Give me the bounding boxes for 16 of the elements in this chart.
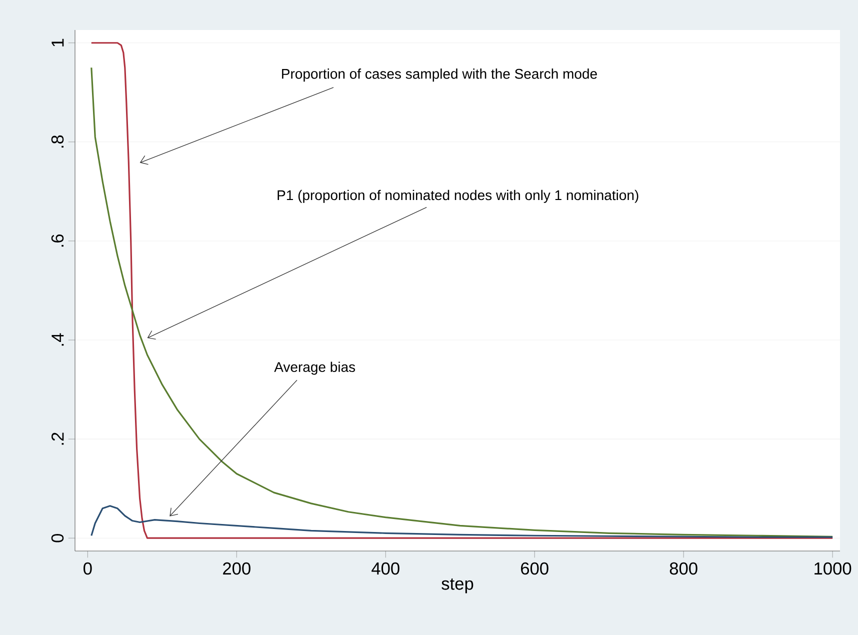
annotation: Average bias (274, 362, 356, 375)
x-tick-label: 1000 (814, 562, 852, 575)
y-tick-label: 1 (52, 38, 64, 46)
y-tick-label: .2 (52, 432, 64, 445)
annotation: Proportion of cases sampled with the Search mode (282, 68, 597, 82)
y-tick-label: .4 (52, 333, 64, 346)
x-axis-title: step (442, 578, 474, 594)
x-tick-label: 200 (223, 562, 250, 575)
x-tick-label: 800 (670, 562, 698, 575)
x-tick-label: 400 (372, 562, 400, 575)
annotation: P1 (proportion of nominated nodes with only 1 nomination) (278, 190, 638, 203)
x-tick-label: 600 (521, 562, 548, 575)
y-tick-label: .6 (51, 234, 64, 247)
y-tick-label: 0 (51, 534, 64, 542)
x-tick-label: 0 (84, 562, 92, 575)
y-tick-label: .8 (51, 135, 64, 148)
